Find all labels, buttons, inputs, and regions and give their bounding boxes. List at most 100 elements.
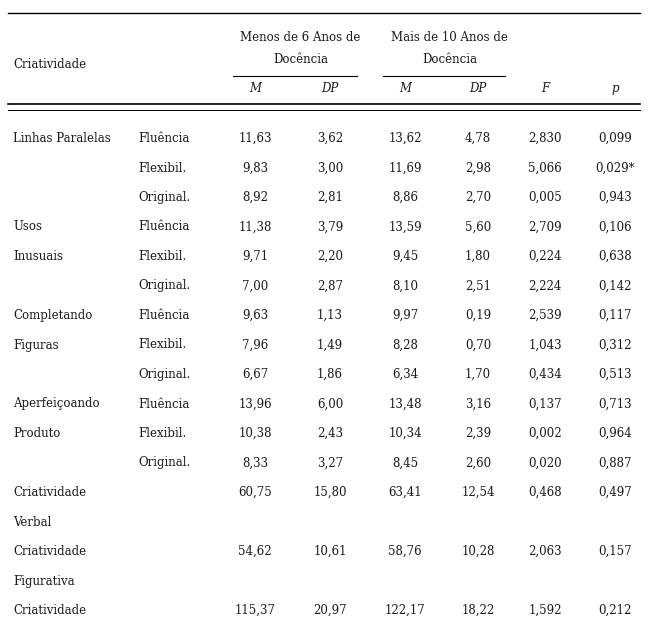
Text: 5,60: 5,60 [465,221,491,234]
Text: 1,70: 1,70 [465,368,491,381]
Text: 4,78: 4,78 [465,132,491,145]
Text: 3,00: 3,00 [317,161,343,174]
Text: 0,434: 0,434 [528,368,562,381]
Text: 10,34: 10,34 [388,427,422,440]
Text: 0,029*: 0,029* [595,161,635,174]
Text: Usos: Usos [13,221,42,234]
Text: 0,19: 0,19 [465,309,491,322]
Text: DP: DP [321,82,338,95]
Text: 9,71: 9,71 [242,250,268,263]
Text: 0,142: 0,142 [598,280,632,293]
Text: 0,713: 0,713 [598,397,632,411]
Text: Criatividade: Criatividade [13,604,86,617]
Text: 15,80: 15,80 [313,486,347,499]
Text: 1,592: 1,592 [528,604,562,617]
Text: 0,497: 0,497 [598,486,632,499]
Text: Docência: Docência [422,53,477,66]
Text: Criatividade: Criatividade [13,486,86,499]
Text: 0,887: 0,887 [598,457,632,470]
Text: 2,70: 2,70 [465,191,491,204]
Text: 11,63: 11,63 [238,132,272,145]
Text: Inusuais: Inusuais [13,250,63,263]
Text: Aperfeiçoando: Aperfeiçoando [13,397,100,411]
Text: 0,224: 0,224 [528,250,562,263]
Text: 2,43: 2,43 [317,427,343,440]
Text: 8,10: 8,10 [392,280,418,293]
Text: 2,709: 2,709 [528,221,562,234]
Text: 3,27: 3,27 [317,457,343,470]
Text: 2,60: 2,60 [465,457,491,470]
Text: Docência: Docência [273,53,328,66]
Text: 12,54: 12,54 [461,486,494,499]
Text: Menos de 6 Anos de: Menos de 6 Anos de [241,31,361,44]
Text: 2,39: 2,39 [465,427,491,440]
Text: Flexibil.: Flexibil. [138,427,186,440]
Text: 18,22: 18,22 [461,604,494,617]
Text: 0,312: 0,312 [598,338,632,351]
Text: 0,005: 0,005 [528,191,562,204]
Text: 7,96: 7,96 [242,338,268,351]
Text: 0,638: 0,638 [598,250,632,263]
Text: 0,002: 0,002 [528,427,562,440]
Text: M: M [399,82,411,95]
Text: 11,69: 11,69 [388,161,422,174]
Text: Figuras: Figuras [13,338,59,351]
Text: Original.: Original. [138,368,190,381]
Text: Original.: Original. [138,457,190,470]
Text: 122,17: 122,17 [385,604,426,617]
Text: 3,62: 3,62 [317,132,343,145]
Text: 2,063: 2,063 [528,545,562,558]
Text: Mais de 10 Anos de: Mais de 10 Anos de [391,31,508,44]
Text: 8,33: 8,33 [242,457,268,470]
Text: 1,13: 1,13 [317,309,343,322]
Text: 0,964: 0,964 [598,427,632,440]
Text: 2,87: 2,87 [317,280,343,293]
Text: 0,468: 0,468 [528,486,562,499]
Text: Criatividade: Criatividade [13,545,86,558]
Text: 6,00: 6,00 [317,397,343,411]
Text: Criatividade: Criatividade [13,58,86,71]
Text: 10,61: 10,61 [313,545,347,558]
Text: p: p [611,82,619,95]
Text: 60,75: 60,75 [238,486,272,499]
Text: Completando: Completando [13,309,93,322]
Text: DP: DP [469,82,486,95]
Text: 1,80: 1,80 [465,250,491,263]
Text: Fluência: Fluência [138,132,189,145]
Text: 13,62: 13,62 [388,132,422,145]
Text: 9,97: 9,97 [392,309,418,322]
Text: 3,16: 3,16 [465,397,491,411]
Text: Flexibil.: Flexibil. [138,161,186,174]
Text: Fluência: Fluência [138,309,189,322]
Text: Verbal: Verbal [13,515,52,528]
Text: 0,020: 0,020 [528,457,562,470]
Text: Figurativa: Figurativa [13,574,75,587]
Text: 2,224: 2,224 [528,280,562,293]
Text: 0,106: 0,106 [598,221,632,234]
Text: Flexibil.: Flexibil. [138,338,186,351]
Text: 6,67: 6,67 [242,368,268,381]
Text: 115,37: 115,37 [235,604,276,617]
Text: 9,83: 9,83 [242,161,268,174]
Text: 8,86: 8,86 [392,191,418,204]
Text: 0,212: 0,212 [598,604,632,617]
Text: 3,79: 3,79 [317,221,343,234]
Text: Linhas Paralelas: Linhas Paralelas [13,132,111,145]
Text: Fluência: Fluência [138,397,189,411]
Text: 2,830: 2,830 [528,132,562,145]
Text: 2,20: 2,20 [317,250,343,263]
Text: M: M [249,82,261,95]
Text: 1,49: 1,49 [317,338,343,351]
Text: 20,97: 20,97 [313,604,347,617]
Text: 0,943: 0,943 [598,191,632,204]
Text: 13,48: 13,48 [388,397,422,411]
Text: 13,96: 13,96 [238,397,272,411]
Text: Original.: Original. [138,191,190,204]
Text: 8,28: 8,28 [392,338,418,351]
Text: 10,38: 10,38 [238,427,272,440]
Text: 10,28: 10,28 [461,545,494,558]
Text: 13,59: 13,59 [388,221,422,234]
Text: 8,92: 8,92 [242,191,268,204]
Text: 2,539: 2,539 [528,309,562,322]
Text: 58,76: 58,76 [388,545,422,558]
